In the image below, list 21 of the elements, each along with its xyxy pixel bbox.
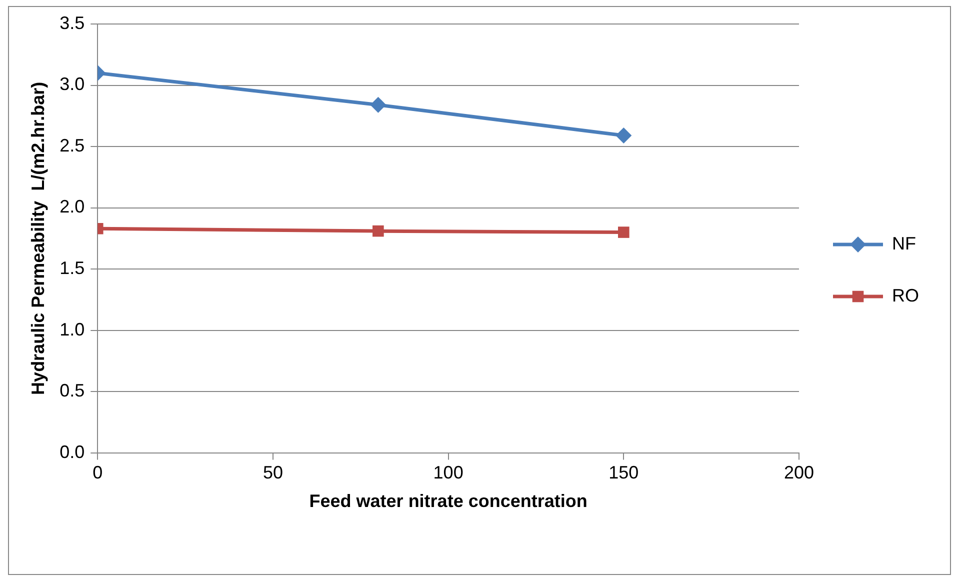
point (370, 96, 386, 113)
point (372, 225, 384, 237)
legend-label: NF (892, 233, 916, 254)
x-tick-label: 100 (433, 462, 464, 483)
y-axis-title: Hydraulic Permeability L/(m2.hr.bar) (28, 82, 48, 395)
y-tick-label: 1.5 (60, 258, 85, 278)
x-tick-label: 200 (784, 462, 814, 483)
y-tick-label: 1.0 (60, 319, 85, 340)
x-tick-label: 150 (608, 462, 639, 483)
y-tick-label: 0.5 (60, 380, 85, 401)
legend-label: RO (892, 285, 919, 306)
point (618, 226, 630, 238)
point (616, 127, 632, 144)
y-tick-label: 0.0 (60, 442, 85, 462)
y-tick-label: 3.0 (60, 74, 85, 94)
y-tick-label: 2.5 (60, 135, 85, 156)
x-axis-title: Feed water nitrate concentration (309, 491, 588, 512)
x-tick-label: 50 (262, 462, 283, 483)
y-tick-label: 3.5 (60, 12, 85, 33)
x-tick-label: 0 (92, 462, 103, 483)
y-tick-label: 2.0 (60, 196, 85, 217)
